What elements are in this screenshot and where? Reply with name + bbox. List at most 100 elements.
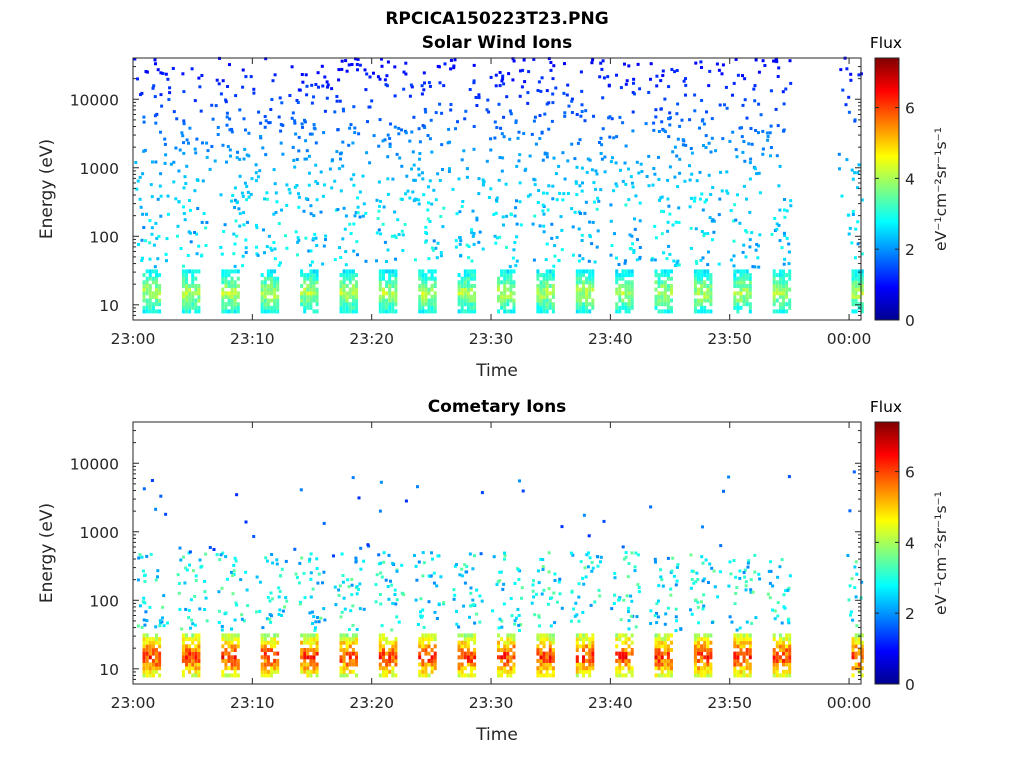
- heat-cell: [382, 298, 385, 303]
- heat-cell: [539, 284, 543, 288]
- heat-cell: [690, 151, 694, 155]
- heat-cell: [199, 109, 203, 113]
- heat-cell: [232, 252, 236, 256]
- heat-cell: [621, 545, 625, 549]
- heat-cell: [388, 284, 392, 288]
- heat-cell: [700, 192, 704, 196]
- heat-cell: [162, 624, 166, 628]
- heat-cell: [615, 637, 619, 642]
- heat-cell: [347, 143, 351, 147]
- heat-cell: [851, 644, 855, 649]
- heat-cell: [263, 640, 267, 645]
- heat-cell: [388, 651, 392, 656]
- heat-cell: [601, 127, 605, 131]
- heat-cell: [421, 302, 425, 307]
- heat-cell: [545, 102, 549, 106]
- heat-cell: [430, 305, 434, 310]
- heat-cell: [778, 164, 782, 168]
- heat-cell: [148, 648, 152, 652]
- heat-cell: [198, 558, 202, 562]
- heat-cell: [466, 673, 470, 678]
- heat-cell: [473, 302, 477, 307]
- heat-cell: [849, 78, 853, 82]
- heat-cell: [630, 234, 634, 238]
- heat-cell: [305, 84, 309, 88]
- heat-cell: [239, 578, 243, 582]
- heat-cell: [473, 554, 476, 558]
- heat-cell: [580, 166, 584, 170]
- heat-cell: [742, 294, 746, 299]
- heat-cell: [693, 669, 697, 674]
- heat-cell: [260, 284, 264, 288]
- heat-cell: [240, 613, 244, 617]
- heat-cell: [273, 637, 277, 642]
- heat-cell: [241, 85, 245, 89]
- heat-cell: [194, 651, 198, 656]
- heat-cell: [233, 618, 237, 622]
- heat-cell: [404, 72, 408, 76]
- heat-cell: [351, 273, 355, 278]
- heat-cell: [285, 203, 289, 207]
- heat-cell: [627, 309, 631, 314]
- heat-cell: [735, 586, 739, 589]
- heat-cell: [260, 644, 264, 649]
- heat-cell: [457, 177, 461, 181]
- heat-cell: [194, 673, 198, 678]
- heat-cell: [351, 276, 355, 281]
- heat-cell: [334, 603, 338, 607]
- heat-cell: [309, 249, 313, 253]
- heat-cell: [300, 655, 304, 660]
- heat-cell: [306, 298, 310, 303]
- heat-cell: [745, 633, 749, 638]
- heat-cell: [703, 666, 707, 671]
- heat-cell: [694, 580, 698, 584]
- heat-cell: [709, 673, 713, 678]
- heat-cell: [738, 626, 742, 630]
- heat-cell: [342, 284, 346, 288]
- heat-cell: [269, 108, 273, 111]
- heat-cell: [585, 269, 589, 274]
- heat-cell: [233, 648, 237, 652]
- heat-cell: [279, 123, 283, 126]
- heat-cell: [778, 291, 782, 296]
- heat-cell: [706, 662, 710, 667]
- heat-cell: [539, 291, 543, 296]
- heat-cell: [260, 280, 264, 285]
- heat-cell: [725, 189, 729, 193]
- heat-cell: [418, 152, 422, 155]
- heat-cell: [516, 607, 520, 611]
- heat-cell: [551, 651, 555, 656]
- heat-cell: [298, 561, 302, 565]
- heat-cell: [276, 284, 280, 288]
- heat-cell: [250, 177, 254, 181]
- heat-cell: [532, 258, 536, 262]
- heat-cell: [538, 114, 542, 117]
- heat-cell: [263, 673, 267, 678]
- colorbar-tick-label: 6: [905, 100, 915, 118]
- heat-cell: [709, 655, 713, 660]
- heat-cell: [339, 640, 343, 645]
- heat-cell: [233, 198, 237, 202]
- heat-cell: [670, 640, 673, 645]
- heat-cell: [364, 88, 368, 92]
- heat-cell: [857, 662, 861, 667]
- heat-cell: [618, 115, 622, 119]
- heat-cell: [175, 117, 179, 121]
- heat-cell: [508, 109, 512, 113]
- heat-cell: [377, 228, 381, 232]
- heat-cell: [322, 521, 326, 525]
- heat-cell: [365, 72, 369, 76]
- heat-cell: [742, 184, 746, 188]
- heat-cell: [391, 294, 395, 299]
- heat-cell: [301, 80, 305, 84]
- heat-cell: [492, 213, 496, 216]
- heat-cell: [457, 669, 461, 674]
- heat-cell: [424, 648, 428, 652]
- heat-cell: [563, 62, 566, 66]
- heat-cell: [590, 569, 594, 573]
- heat-cell: [785, 280, 789, 285]
- heat-cell: [647, 184, 651, 188]
- heat-cell: [462, 604, 466, 608]
- heat-cell: [263, 662, 267, 667]
- heat-cell: [654, 560, 657, 564]
